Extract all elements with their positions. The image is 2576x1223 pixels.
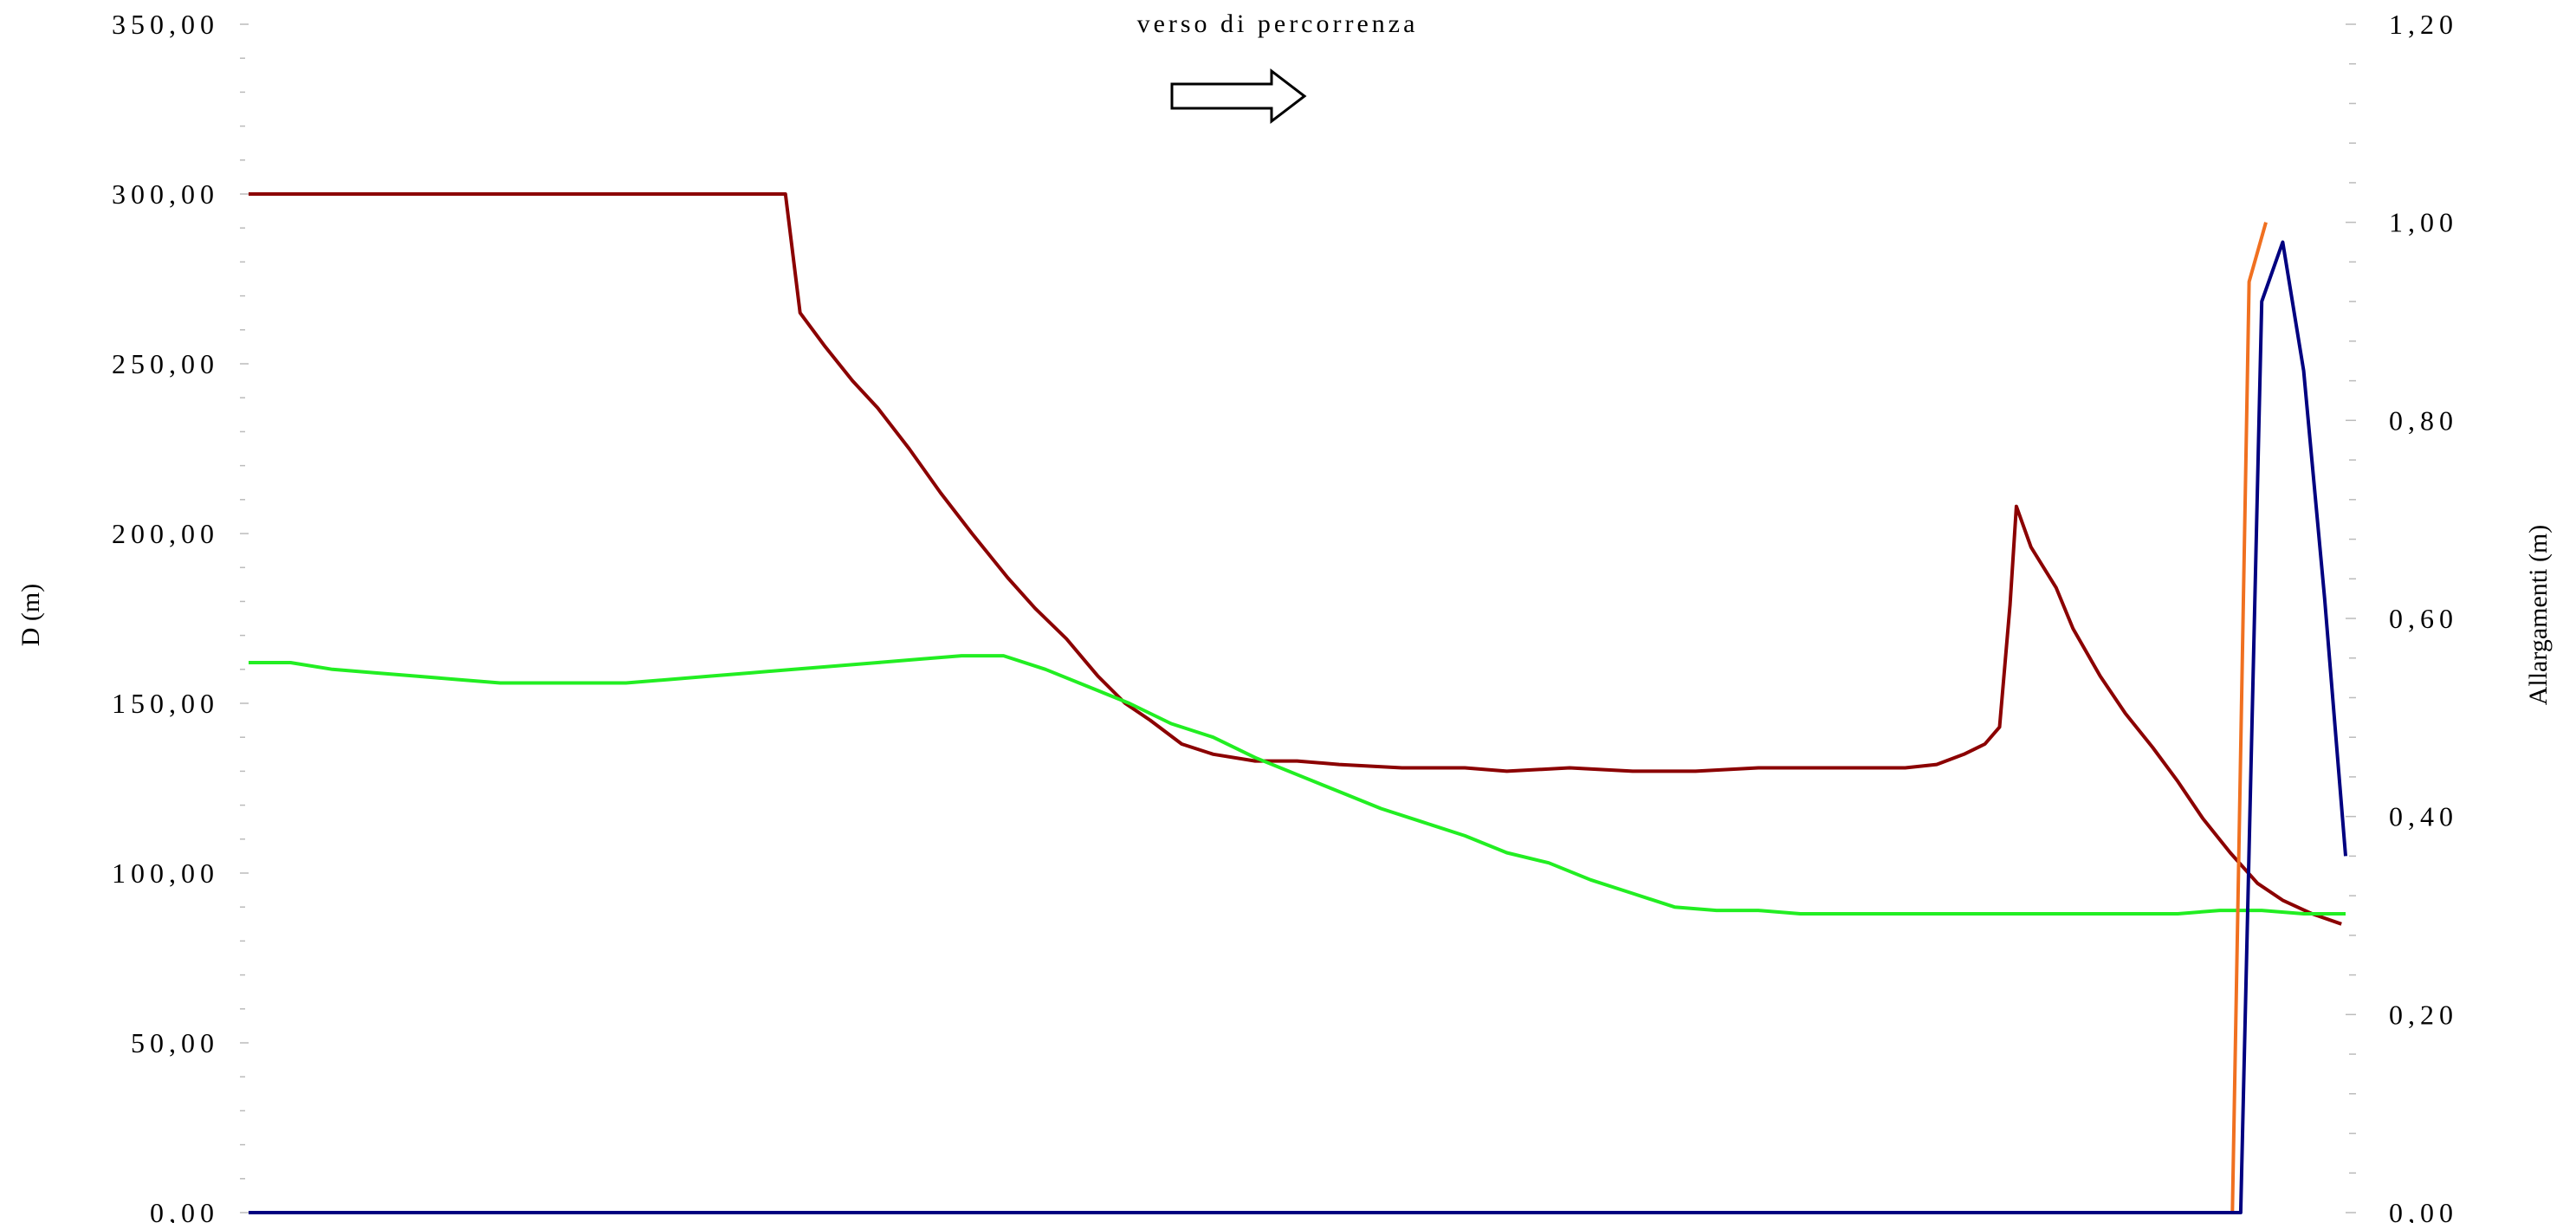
series-line-3 — [249, 222, 2268, 1214]
right-tick-label: 0,40 — [2389, 801, 2458, 832]
series-group — [249, 192, 2347, 1214]
right-axis-title: Allargamenti (m) — [2524, 525, 2553, 706]
left-tick-label: 350,00 — [112, 9, 219, 40]
series-line-2 — [249, 654, 2346, 916]
left-axis-ticks: 0,00 50,00 100,00 150,00 200,00 250,00 300,00 3… — [112, 9, 249, 1223]
right-tick-label: 1,20 — [2389, 9, 2458, 40]
right-tick-label: 0,80 — [2389, 404, 2458, 436]
right-tick-label: 0,60 — [2389, 603, 2458, 634]
direction-annotation: verso di percorrenza — [1137, 10, 1419, 38]
left-tick-label: 300,00 — [112, 178, 219, 210]
left-tick-label: 50,00 — [131, 1027, 219, 1058]
series-line-1 — [249, 192, 2342, 926]
right-axis-ticks: 0,00 0,20 0,40 0,60 0,80 1,00 1,20 — [2346, 9, 2458, 1223]
left-tick-label: 0,00 — [150, 1197, 219, 1223]
left-tick-label: 150,00 — [112, 688, 219, 719]
direction-arrow-icon — [1170, 68, 1307, 125]
left-tick-label: 200,00 — [112, 518, 219, 549]
right-tick-label: 0,20 — [2389, 999, 2458, 1030]
left-axis-title: D (m) — [16, 584, 45, 646]
right-tick-label: 0,00 — [2389, 1197, 2458, 1223]
left-tick-label: 250,00 — [112, 348, 219, 379]
series-line-4 — [249, 240, 2347, 1214]
left-tick-label: 100,00 — [112, 857, 219, 889]
right-tick-label: 1,00 — [2389, 207, 2458, 238]
